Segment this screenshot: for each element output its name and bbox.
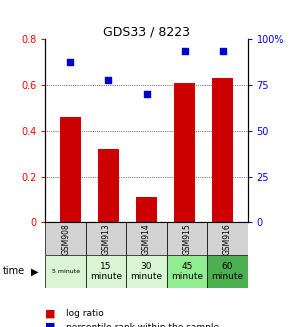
Text: percentile rank within the sample: percentile rank within the sample (66, 322, 219, 327)
Bar (136, 197, 157, 222)
Point (182, 48, 187, 53)
Bar (126, 222, 167, 255)
Bar (212, 78, 233, 222)
Text: GSM915: GSM915 (183, 223, 191, 255)
Bar (45, 222, 86, 255)
Bar (126, 255, 167, 288)
Text: 45
minute: 45 minute (171, 262, 203, 281)
Bar (207, 222, 248, 255)
Text: 30
minute: 30 minute (130, 262, 163, 281)
Text: time: time (3, 267, 25, 276)
Bar (167, 255, 207, 288)
Text: ■: ■ (45, 309, 56, 319)
Text: 5 minute: 5 minute (52, 269, 80, 274)
Bar (45, 255, 86, 288)
Text: GSM913: GSM913 (102, 223, 110, 255)
Point (144, 92, 149, 97)
Bar (86, 255, 126, 288)
Bar (167, 222, 207, 255)
Text: ■: ■ (45, 322, 56, 327)
Bar (174, 83, 195, 222)
Title: GDS33 / 8223: GDS33 / 8223 (103, 25, 190, 38)
Point (106, 78, 111, 83)
Bar (60, 117, 81, 222)
Text: ▶: ▶ (31, 267, 38, 276)
Text: 15
minute: 15 minute (90, 262, 122, 281)
Bar (207, 255, 248, 288)
Text: GSM908: GSM908 (61, 223, 70, 255)
Text: GSM914: GSM914 (142, 223, 151, 255)
Text: 60
minute: 60 minute (211, 262, 243, 281)
Point (68, 60, 73, 65)
Bar (86, 222, 126, 255)
Text: GSM916: GSM916 (223, 223, 232, 255)
Bar (98, 149, 119, 222)
Point (220, 48, 225, 53)
Text: log ratio: log ratio (66, 309, 104, 318)
